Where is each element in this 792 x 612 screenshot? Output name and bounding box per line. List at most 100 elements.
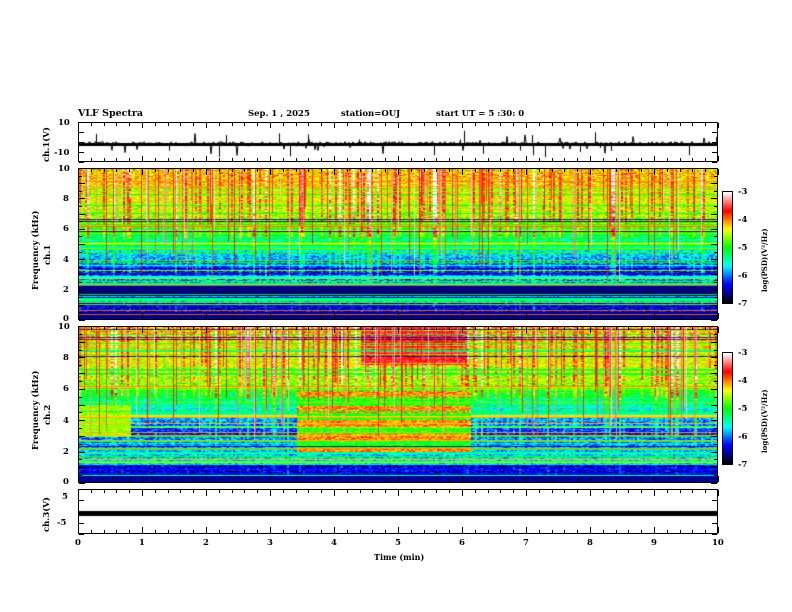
tick-mark [244,169,245,172]
tick-mark [206,476,207,482]
tick-mark [334,327,335,333]
tick-mark [711,405,717,406]
tick-mark [79,267,82,268]
tick-mark [155,158,156,161]
panel-ch3-waveform [78,489,718,534]
tick-mark [116,316,117,319]
tick-mark [436,479,437,482]
tick-mark [91,158,92,161]
tick-mark [232,530,233,533]
tick-mark [411,530,412,533]
tick-mark [142,156,143,161]
tick-mark [564,490,565,493]
tick-mark [711,274,717,275]
tick-mark [564,158,565,161]
tick-mark [79,259,85,260]
tick-mark [513,158,514,161]
tick-mark [91,490,92,493]
tick-mark [398,156,399,161]
tick-mark [257,169,258,172]
tick-mark [712,152,717,153]
x-tick-10: 10 [712,538,724,548]
colorbar-ch2-tick-3: -6 [738,432,748,442]
tick-mark [206,123,207,128]
tick-mark [232,169,233,172]
tick-mark [616,316,617,319]
tick-mark [680,479,681,482]
tick-mark [283,479,284,482]
tick-mark [180,169,181,172]
tick-mark [424,327,425,330]
panel-ch2-spectrogram [78,326,718,483]
tick-mark [718,527,719,533]
tick-mark [628,169,629,172]
tick-mark [539,479,540,482]
tick-mark [193,530,194,533]
tick-mark [219,490,220,493]
tick-mark [168,158,169,161]
tick-mark [680,490,681,493]
tick-mark [449,327,450,330]
tick-mark [79,326,85,327]
tick-mark [616,123,617,126]
tick-mark [436,169,437,172]
tick-mark [564,169,565,172]
tick-mark [79,357,85,358]
tick-mark [257,530,258,533]
tick-mark [564,530,565,533]
tick-mark [577,479,578,482]
tick-mark [270,156,271,161]
tick-mark [142,476,143,482]
tick-mark [219,479,220,482]
tick-mark [398,169,399,175]
tick-mark [513,169,514,172]
tick-mark [411,123,412,126]
tick-mark [219,530,220,533]
tick-mark [705,123,706,126]
colorbar-ch1-label: log(PSD)(V²/Hz) [760,228,769,292]
tick-mark [616,530,617,533]
tick-mark [79,191,82,192]
ch1-spectrogram-ytick-10: 10 [58,164,70,174]
tick-mark [219,169,220,172]
tick-mark [714,312,717,313]
tick-mark [79,428,82,429]
tick-mark [385,169,386,172]
tick-mark [692,530,693,533]
tick-mark [116,479,117,482]
tick-mark [116,169,117,172]
tick-mark [168,123,169,126]
tick-mark [79,436,85,437]
tick-mark [296,327,297,330]
tick-mark [714,334,717,335]
tick-mark [206,490,207,496]
tick-mark [603,327,604,330]
tick-mark [500,316,501,319]
tick-mark [155,479,156,482]
tick-mark [616,479,617,482]
tick-mark [244,316,245,319]
tick-mark [244,530,245,533]
tick-mark [155,490,156,493]
tick-mark [616,169,617,172]
tick-mark [321,490,322,493]
tick-mark [142,527,143,533]
tick-mark [641,490,642,493]
colorbar-ch2 [722,352,733,465]
colorbar-ch1-tick-0: -3 [738,187,748,197]
colorbar-ch1 [722,191,733,304]
tick-mark [398,313,399,319]
tick-mark [270,313,271,319]
tick-mark [712,523,717,524]
tick-mark [475,490,476,493]
tick-mark [104,479,105,482]
tick-mark [500,530,501,533]
tick-mark [500,490,501,493]
tick-mark [462,476,463,482]
tick-mark [232,327,233,330]
tick-mark [79,389,85,390]
tick-mark [628,316,629,319]
tick-mark [308,316,309,319]
tick-mark [193,316,194,319]
tick-mark [244,158,245,161]
